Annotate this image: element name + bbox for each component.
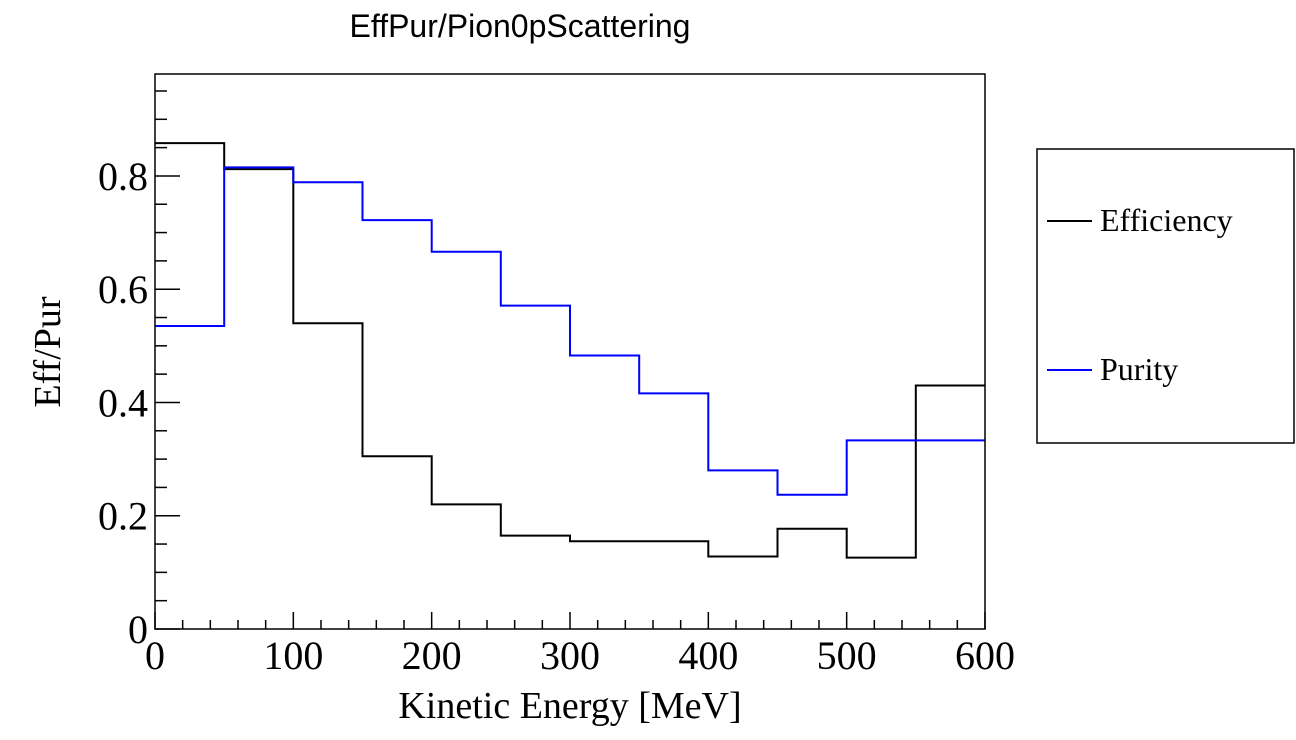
legend: Efficiency Purity xyxy=(1036,148,1295,444)
y-tick-label: 0 xyxy=(128,607,148,652)
series-layer xyxy=(155,142,985,559)
x-axis-label: Kinetic Energy [MeV] xyxy=(398,685,741,727)
purity-line xyxy=(155,166,985,496)
series-purity xyxy=(155,166,985,496)
y-tick-label: 0.2 xyxy=(98,494,148,539)
legend-box xyxy=(1036,148,1295,444)
ticks-layer: 0 100 200 300 400 500 600 0 0.2 0.4 0.6 0.8 xyxy=(98,90,1015,678)
y-tick-label: 0.8 xyxy=(98,154,148,199)
legend-purity-label: Purity xyxy=(1100,351,1178,387)
series-efficiency xyxy=(155,142,985,559)
chart-title: EffPur/Pion0pScattering xyxy=(350,8,691,44)
legend-efficiency-label: Efficiency xyxy=(1100,202,1233,238)
x-tick-label: 600 xyxy=(955,633,1015,678)
x-tick-label: 0 xyxy=(145,633,165,678)
x-tick-label: 400 xyxy=(678,633,738,678)
x-tick-label: 100 xyxy=(263,633,323,678)
x-tick-label: 300 xyxy=(540,633,600,678)
x-tick-label: 200 xyxy=(402,633,462,678)
x-tick-label: 500 xyxy=(817,633,877,678)
y-tick-label: 0.6 xyxy=(98,267,148,312)
efficiency-line xyxy=(155,142,985,559)
y-axis-label: Eff/Pur xyxy=(27,296,69,408)
y-tick-label: 0.4 xyxy=(98,380,148,425)
